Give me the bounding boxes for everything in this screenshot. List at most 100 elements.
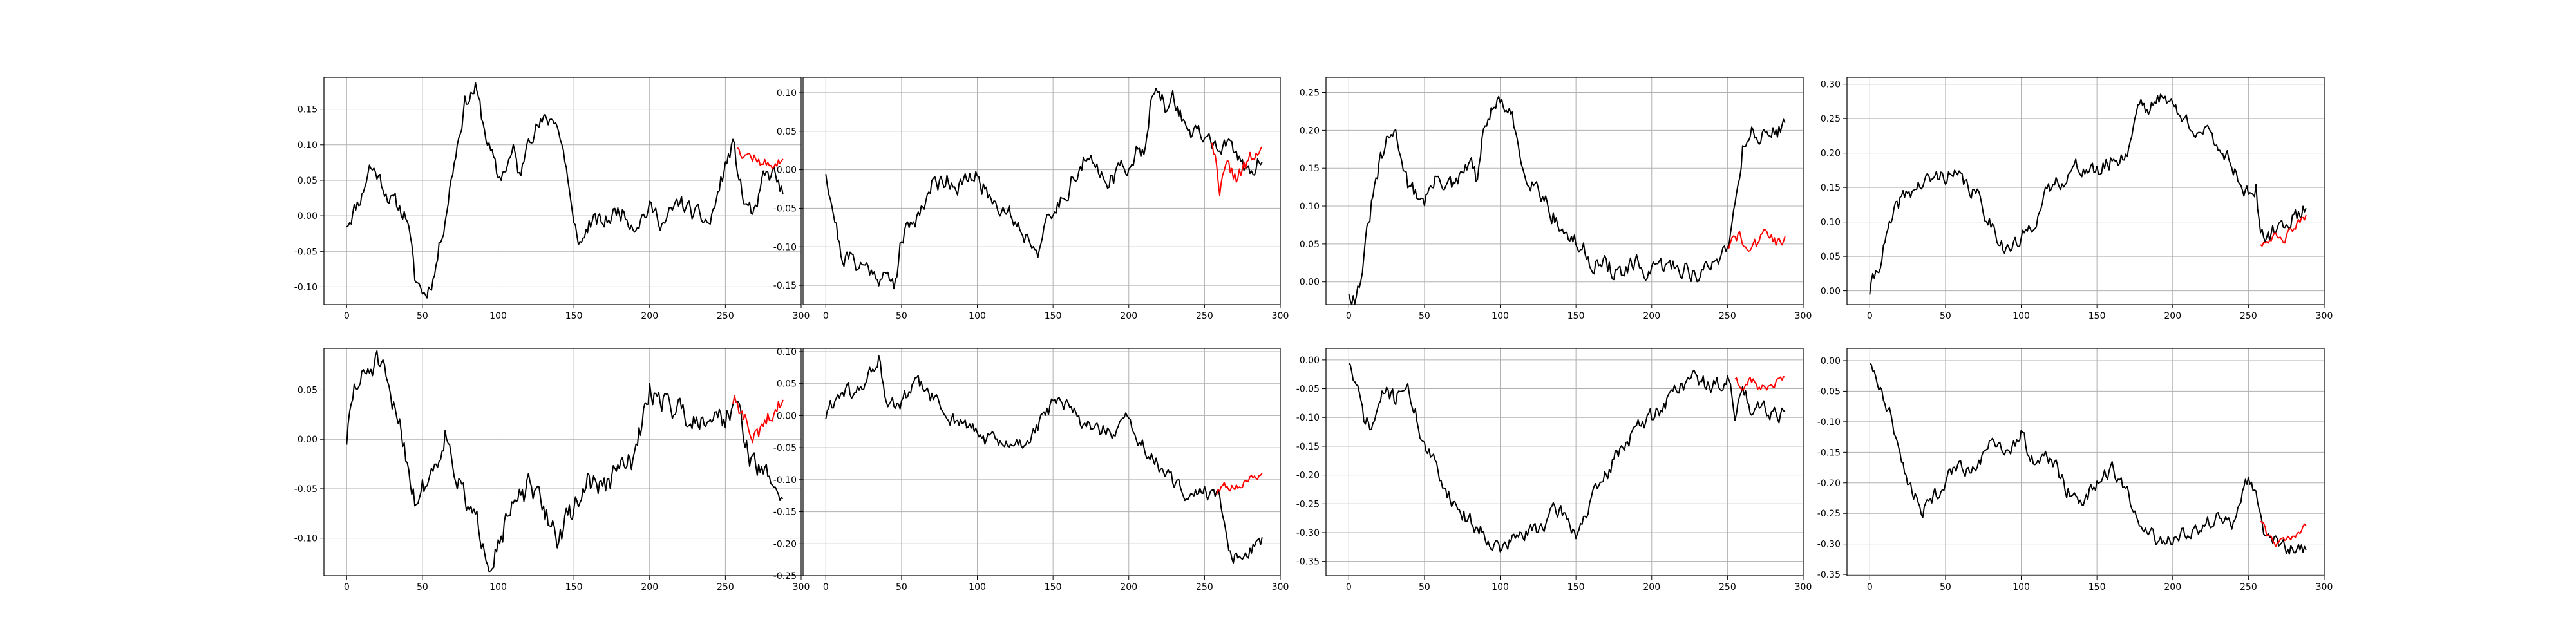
y-tick-label: 0.05 [298,385,317,395]
x-tick-label: 300 [793,582,810,592]
x-tick-label: 250 [2240,582,2257,592]
actual-line [346,82,784,299]
subplot-8: 0 50 100 150 200 250 300 -0.35 -0.30 -0.25 -0.20 -0… [1817,348,2333,592]
y-tick-label: -0.05 [1817,386,1841,397]
y-tick-label: -0.05 [773,204,797,214]
axes-background [324,77,801,305]
y-tick-label: -0.05 [294,484,317,495]
x-tick-label: 50 [1940,582,1951,592]
y-tick-label: 0.10 [298,140,317,151]
series-group [825,355,1263,564]
y-tick-label: 0.00 [1300,355,1320,366]
axes-background [1326,348,1803,576]
x-tick-label: 50 [1419,582,1430,592]
subplot-1: 0 50 100 150 200 250 300 -0.10 -0.05 0.00 0.05 0.10… [294,77,810,321]
x-tick-label: 200 [1643,311,1660,321]
forecast-line [1727,229,1786,252]
y-tick-label: 0.05 [777,379,797,390]
actual-line [825,355,1263,564]
forecast-line [737,147,784,170]
x-tick-label: 100 [2012,582,2030,592]
axes-background [803,77,1280,305]
y-tick-label: 0.10 [1821,218,1841,228]
subplot-3: 0 50 100 150 200 250 300 0.00 0.05 0.10 0.15 0.20 0.… [1300,77,1812,321]
axes-frame [1846,77,2325,305]
x-tick-label: 0 [823,311,829,321]
x-tick-label: 250 [1196,582,1213,592]
x-tick-label: 50 [896,311,907,321]
y-tick-label: 0.20 [1821,149,1841,159]
x-tick-label: 300 [1272,311,1289,321]
y-tick-label: 0.15 [298,105,317,115]
y-tick-label: 0.10 [1300,202,1320,212]
x-tick-label: 100 [489,582,507,592]
series-group [1348,95,1786,305]
y-tick-label: 0.00 [777,411,797,421]
y-tick-label: -0.05 [1296,384,1320,395]
axes-background [324,348,801,576]
x-tick-label: 0 [823,582,829,592]
y-tick-label: 0.15 [1821,183,1841,193]
x-tick-label: 200 [2164,311,2181,321]
actual-line [825,88,1263,290]
series-group [1869,363,2307,555]
x-tick-label: 300 [2316,311,2333,321]
y-tick-label: -0.05 [294,247,317,257]
x-tick-label: 250 [1196,311,1213,321]
forecast-line [1211,142,1263,196]
y-tick-label: 0.00 [1821,287,1841,297]
x-tick-label: 250 [1719,311,1736,321]
y-tick-label: -0.25 [773,571,797,582]
axes-frame [323,348,802,576]
y-tick-label: -0.30 [1296,528,1320,538]
y-tick-label: -0.20 [773,539,797,549]
x-tick-label: 200 [1120,582,1137,592]
x-tick-label: 250 [1719,582,1736,592]
x-tick-label: 50 [896,582,907,592]
y-tick-label: -0.35 [1296,557,1320,567]
x-tick-label: 150 [1567,311,1585,321]
y-tick-label: -0.10 [294,282,317,292]
y-tick-label: -0.10 [773,242,797,252]
series-group [346,82,784,299]
y-tick-label: -0.10 [1817,417,1841,428]
x-tick-label: 0 [1867,311,1873,321]
x-tick-label: 100 [489,311,507,321]
x-tick-label: 250 [717,582,734,592]
x-tick-label: 300 [793,311,810,321]
y-tick-label: -0.15 [773,507,797,518]
x-tick-label: 50 [417,311,428,321]
x-tick-label: 300 [2316,582,2333,592]
forecast-line [1734,376,1786,392]
y-tick-label: -0.10 [294,534,317,544]
forecast-line [732,395,784,444]
series-group [825,88,1263,290]
x-tick-label: 300 [1272,582,1289,592]
y-tick-label: 0.00 [1300,278,1320,288]
y-tick-label: -0.15 [1296,442,1320,452]
y-tick-label: 0.05 [298,176,317,186]
x-tick-label: 200 [1643,582,1660,592]
y-tick-label: -0.15 [773,281,797,291]
x-tick-label: 100 [1492,311,1509,321]
axes-frame [802,77,1281,305]
y-tick-label: 0.05 [777,127,797,137]
axes-background [803,348,1280,576]
x-tick-label: 150 [2088,582,2106,592]
x-tick-label: 150 [1045,582,1062,592]
x-tick-label: 150 [2088,311,2106,321]
axes-frame [323,77,802,305]
y-tick-label: -0.05 [773,443,797,453]
y-tick-label: 0.00 [1821,356,1841,366]
y-tick-label: 0.10 [777,347,797,357]
x-tick-label: 0 [344,582,350,592]
y-tick-label: 0.25 [1821,114,1841,124]
actual-line [1869,363,2307,555]
x-tick-label: 200 [1120,311,1137,321]
y-tick-label: -0.35 [1817,570,1841,580]
series-group [1869,93,2307,295]
x-tick-label: 200 [641,311,658,321]
x-tick-label: 50 [417,582,428,592]
x-tick-label: 150 [565,311,583,321]
